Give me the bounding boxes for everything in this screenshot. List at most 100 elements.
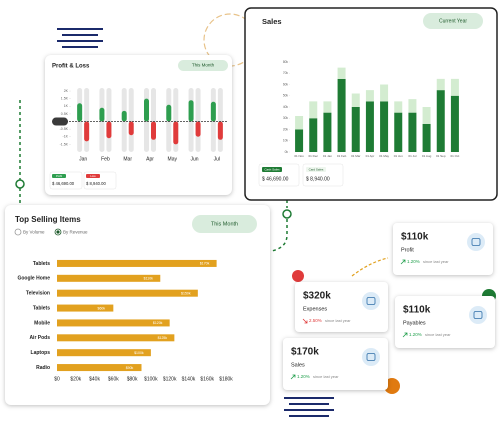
- bar: [195, 121, 201, 137]
- chart-title: Sales: [262, 17, 282, 26]
- x-tick-label: 01 Oct: [450, 154, 459, 158]
- x-tick-label: Jan: [79, 156, 87, 162]
- value-label: $60k: [98, 306, 106, 310]
- bar: [450, 95, 459, 152]
- stat-icon-glyph: [366, 297, 376, 305]
- stat-change: 1.20%: [297, 374, 310, 379]
- bar-track: [128, 88, 134, 152]
- x-tick-label: 01 Apr: [366, 154, 375, 158]
- x-tick-label: 01 Dec: [308, 154, 318, 158]
- dropdown[interactable]: [423, 13, 483, 29]
- dot: [292, 270, 304, 282]
- stat-card: [283, 338, 388, 390]
- dropdown[interactable]: [192, 215, 257, 233]
- badge-value: $ 46,690.00: [262, 176, 289, 182]
- stat-icon: [362, 348, 380, 366]
- y-tick-label: 50k: [283, 94, 289, 98]
- bar: [57, 259, 217, 267]
- x-tick-label: 01 Nov: [294, 154, 304, 158]
- stat-amount: $170k: [291, 347, 319, 358]
- x-tick-label: $100k: [144, 376, 158, 382]
- trend-arrow: [302, 318, 308, 324]
- chart-title: Top Selling Items: [15, 215, 81, 224]
- bar: [394, 112, 403, 152]
- radio-label: By Revenue: [63, 229, 88, 234]
- y-tick-label: 80k: [283, 60, 289, 64]
- y-tick-label: Television: [26, 291, 50, 297]
- bar: [57, 334, 175, 342]
- dropdown[interactable]: [178, 60, 228, 71]
- value-label: $170k: [200, 262, 210, 266]
- y-tick-label: 2K: [64, 89, 69, 93]
- trend-arrow: [290, 374, 296, 380]
- y-tick-label: 0.5K: [61, 112, 69, 116]
- stat-label: Payables: [403, 320, 426, 326]
- bar: [436, 78, 445, 91]
- bar: [57, 274, 161, 282]
- stat-note: since last year: [313, 374, 339, 379]
- bar: [337, 67, 346, 79]
- stat-icon-glyph: [473, 311, 483, 319]
- zero-marker: [52, 117, 68, 126]
- bar: [351, 93, 360, 107]
- bar: [144, 98, 149, 122]
- x-tick-label: 01 Sep: [436, 154, 446, 158]
- legend-label: Profit: [56, 174, 62, 178]
- x-tick-label: $0: [54, 376, 60, 382]
- badge-tag: [52, 174, 66, 178]
- x-tick-label: 01 Jun: [394, 154, 403, 158]
- stat-icon: [469, 306, 487, 324]
- x-tick-label: 01 Jul: [408, 154, 416, 158]
- bar: [128, 121, 134, 136]
- x-tick-label: $120k: [163, 376, 177, 382]
- bar: [295, 129, 304, 152]
- bar: [408, 99, 417, 113]
- dropdown-label: This Month: [192, 63, 215, 68]
- bar: [99, 107, 105, 122]
- stat-change: 1.20%: [409, 332, 422, 337]
- bar: [151, 121, 156, 140]
- value-label: $100k: [134, 351, 144, 355]
- x-tick-label: 01 May: [379, 154, 389, 158]
- value-label: $125k: [158, 336, 168, 340]
- bar: [394, 101, 403, 113]
- y-tick-label: Google Home: [17, 276, 50, 282]
- bar: [57, 289, 198, 297]
- y-tick-label: 70k: [283, 71, 289, 75]
- x-tick-label: $140k: [182, 376, 196, 382]
- stat-label: Expenses: [303, 306, 327, 312]
- bar: [210, 101, 216, 122]
- stat-note: since last year: [425, 332, 451, 337]
- x-tick-label: $40k: [89, 376, 100, 382]
- y-tick-label: 0k: [285, 150, 289, 154]
- y-tick-label: 20k: [283, 127, 289, 131]
- bar: [57, 304, 114, 312]
- y-tick-label: Tablets: [33, 261, 50, 267]
- badge-tag: [262, 167, 282, 172]
- bar-track: [84, 88, 90, 152]
- legend-label: Loss: [90, 174, 96, 178]
- pnl-card: [45, 55, 232, 195]
- stat-change: 2.50%: [309, 318, 322, 323]
- bar: [380, 101, 389, 152]
- bar: [57, 364, 142, 372]
- value-label: $120k: [153, 321, 163, 325]
- stat-card: [393, 223, 493, 275]
- legend-label: Card Sales: [309, 167, 324, 171]
- stat-amount: $110k: [401, 232, 429, 243]
- stat-label: Profit: [401, 247, 414, 253]
- radio[interactable]: [14, 228, 22, 236]
- y-tick-label: Tablets: [33, 305, 50, 311]
- y-tick-label: Air Pods: [29, 335, 50, 341]
- bar-track: [195, 88, 201, 152]
- badge-value: $ 8,940.00: [86, 181, 106, 186]
- y-tick-label: 10k: [283, 139, 289, 143]
- x-tick-label: Jul: [214, 156, 220, 162]
- y-tick-label: 60k: [283, 82, 289, 86]
- value-label: $150k: [181, 291, 191, 295]
- dropdown-label: This Month: [211, 221, 238, 227]
- y-tick-label: Laptops: [31, 350, 51, 356]
- bar: [217, 121, 223, 140]
- trend-arrow: [400, 259, 406, 265]
